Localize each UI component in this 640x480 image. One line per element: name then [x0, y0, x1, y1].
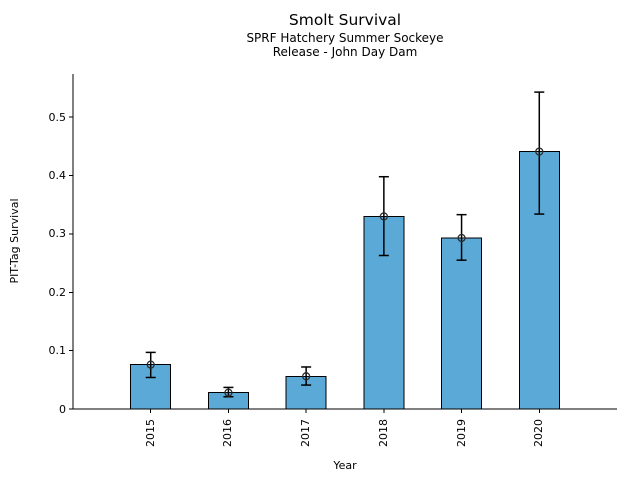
- bar-2019: [441, 237, 483, 410]
- y-tick-label-0.4: 0.4: [48, 169, 67, 183]
- x-tick-label-2020: 2020: [532, 418, 546, 447]
- x-tick-label-2017: 2017: [299, 418, 313, 447]
- chart-subtitle-line1: SPRF Hatchery Summer Sockeye: [246, 30, 444, 45]
- x-tick-label-2018: 2018: [376, 418, 390, 447]
- x-tick-label-2019: 2019: [454, 418, 468, 447]
- data-point-marker-2020: [535, 147, 544, 156]
- y-tick-label-0.1: 0.1: [48, 344, 67, 358]
- x-tick-label-2016: 2016: [221, 418, 235, 447]
- data-point-marker-2018: [379, 212, 389, 221]
- y-tick-label-0: 0: [59, 402, 66, 416]
- x-tick-label-2015: 2015: [143, 418, 157, 447]
- data-point-marker-2019: [457, 233, 466, 243]
- data-point-marker-2017: [301, 372, 311, 381]
- data-point-marker-2015: [146, 360, 155, 369]
- x-axis-label: Year: [333, 459, 357, 472]
- y-tick-label-0.3: 0.3: [48, 227, 67, 241]
- y-tick-label-0.2: 0.2: [48, 285, 67, 299]
- chart-subtitle-line2: Release - John Day Dam: [272, 44, 418, 59]
- y-tick-label-0.5: 0.5: [48, 110, 67, 124]
- chart-title: Smolt Survival: [288, 11, 402, 29]
- data-point-marker-2016: [224, 388, 233, 397]
- chart-header: Smolt Survival SPRF Hatchery Summer Sock…: [73, 11, 617, 59]
